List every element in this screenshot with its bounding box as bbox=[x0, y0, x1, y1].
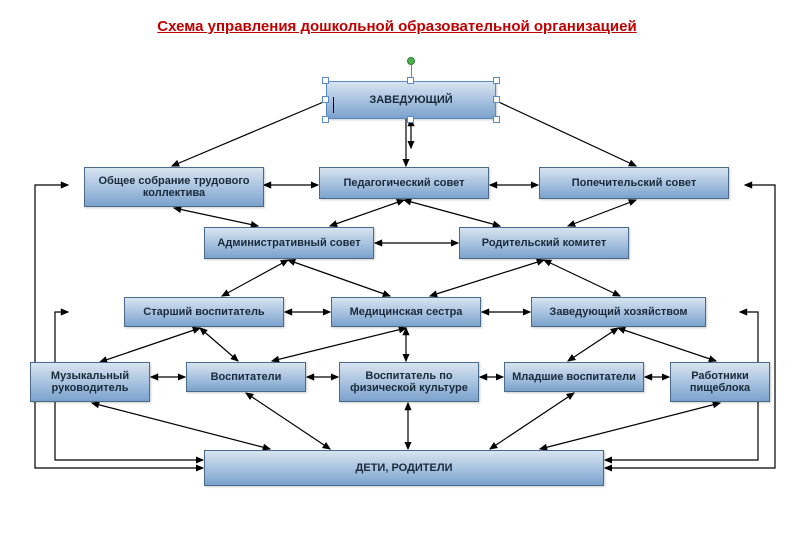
rotation-handle[interactable] bbox=[407, 57, 415, 65]
node-n4[interactable]: Попечительский совет bbox=[539, 167, 729, 199]
node-n15[interactable]: ДЕТИ, РОДИТЕЛИ bbox=[204, 450, 604, 486]
selection-handle[interactable] bbox=[322, 77, 329, 84]
selection-handle[interactable] bbox=[493, 77, 500, 84]
diagram-title: Схема управления дошкольной образователь… bbox=[0, 0, 794, 39]
selection-handle[interactable] bbox=[493, 96, 500, 103]
node-n7[interactable]: Старший воспитатель bbox=[124, 297, 284, 327]
node-n13[interactable]: Младшие воспитатели bbox=[504, 362, 644, 392]
node-n3[interactable]: Педагогический совет bbox=[319, 167, 489, 199]
node-n1[interactable]: ЗАВЕДУЮЩИЙ bbox=[326, 81, 496, 119]
node-n5[interactable]: Административный совет bbox=[204, 227, 374, 259]
node-n10[interactable]: Музыкальный руководитель bbox=[30, 362, 150, 402]
selection-handle[interactable] bbox=[322, 96, 329, 103]
node-n11[interactable]: Воспитатели bbox=[186, 362, 306, 392]
node-n8[interactable]: Медицинская сестра bbox=[331, 297, 481, 327]
node-n2[interactable]: Общее собрание трудового коллектива bbox=[84, 167, 264, 207]
selection-handle[interactable] bbox=[407, 116, 414, 123]
node-n9[interactable]: Заведующий хозяйством bbox=[531, 297, 706, 327]
selection-handle[interactable] bbox=[407, 77, 414, 84]
node-n12[interactable]: Воспитатель по физической культуре bbox=[339, 362, 479, 402]
selection-handle[interactable] bbox=[493, 116, 500, 123]
node-n14[interactable]: Работники пищеблока bbox=[670, 362, 770, 402]
node-n6[interactable]: Родительский комитет bbox=[459, 227, 629, 259]
selection-handle[interactable] bbox=[322, 116, 329, 123]
